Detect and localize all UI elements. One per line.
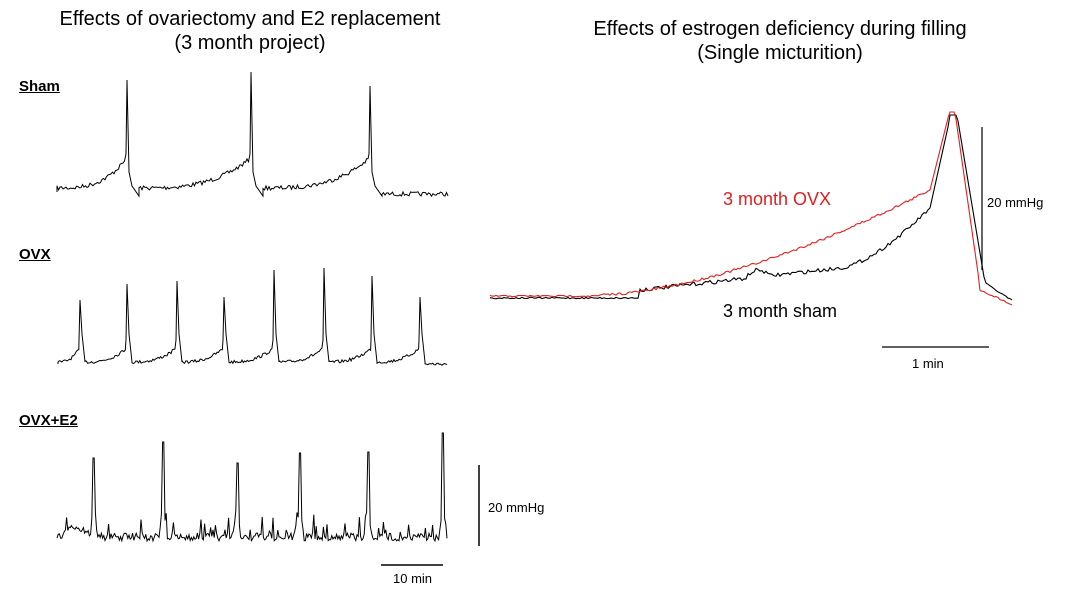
left-title-line1: Effects of ovariectomy and E2 replacemen…: [59, 8, 441, 30]
trace-sham-line: [56, 71, 449, 198]
trace-ovx-e2-line: [56, 432, 448, 543]
trace-label-ovx: OVX: [19, 246, 51, 263]
series-label-sham: 3 month sham: [723, 301, 837, 321]
right-title-line2: (Single micturition): [697, 42, 863, 64]
trace-label-ovx-e2: OVX+E2: [19, 412, 78, 429]
series-label-ovx: 3 month OVX: [723, 189, 831, 209]
right-panel-title: Effects of estrogen deficiency during fi…: [560, 17, 1000, 65]
left-vertical-scale-label: 20 mmHg: [488, 500, 544, 515]
series-sham-line: [489, 114, 1013, 301]
left-horizontal-scale-label: 10 min: [393, 571, 432, 586]
right-title-line1: Effects of estrogen deficiency during fi…: [593, 18, 967, 40]
left-title-line2: (3 month project): [174, 32, 326, 54]
trace-ovx-line: [57, 267, 448, 366]
trace-label-sham: Sham: [19, 78, 60, 95]
series-ovx-line: [489, 111, 1013, 306]
right-horizontal-scale-label: 1 min: [912, 356, 944, 371]
left-panel-title: Effects of ovariectomy and E2 replacemen…: [20, 7, 480, 55]
right-vertical-scale-label: 20 mmHg: [987, 195, 1043, 210]
